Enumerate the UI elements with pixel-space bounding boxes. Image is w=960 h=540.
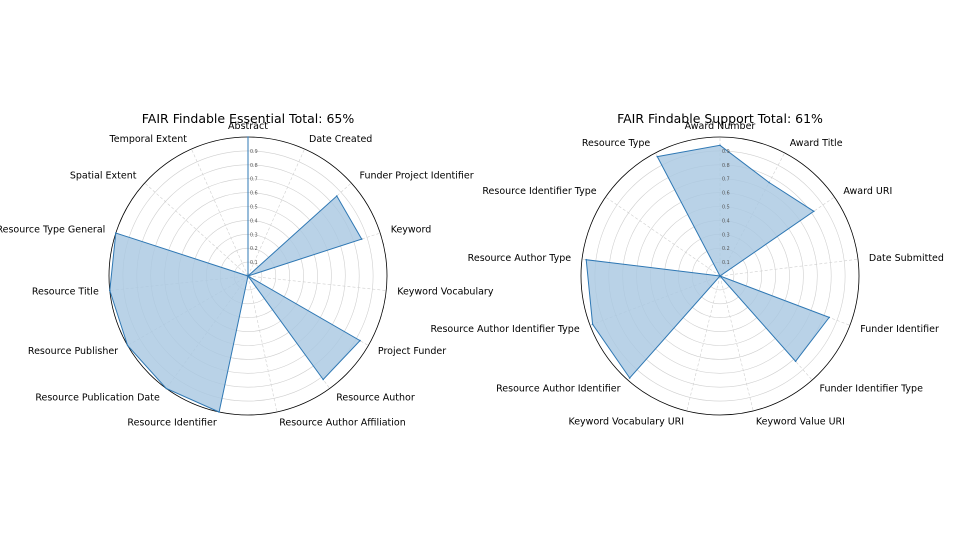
grid-spoke	[719, 196, 835, 277]
radial-tick-label: 0.9	[722, 149, 730, 155]
chart-title: FAIR Findable Essential Total: 65%	[142, 111, 355, 126]
grid-spoke	[719, 275, 754, 412]
radial-tick-label: 0.1	[250, 260, 258, 266]
category-label: Resource Author	[336, 392, 415, 403]
category-label: Keyword Vocabulary URI	[568, 417, 684, 428]
category-label: Resource Author Affiliation	[279, 418, 406, 429]
radial-tick-label: 0.8	[722, 163, 730, 169]
category-label: Funder Project Identifier	[360, 171, 474, 182]
category-label: Resource Author Identifier	[496, 383, 620, 394]
grid-spoke	[247, 275, 278, 413]
radial-tick-label: 0.1	[722, 260, 730, 266]
data-point	[115, 232, 117, 234]
grid-spoke	[686, 275, 721, 412]
grid-spoke	[719, 258, 859, 277]
data-point	[247, 136, 249, 138]
category-label: Keyword	[391, 225, 432, 236]
radial-tick-label: 0.4	[250, 218, 258, 224]
category-label: Keyword Vocabulary	[397, 287, 494, 298]
data-point	[218, 411, 220, 413]
data-point	[109, 289, 111, 292]
category-label: Funder Identifier Type	[820, 383, 924, 394]
data-point	[359, 339, 361, 342]
data-point	[585, 258, 587, 261]
grid-spoke	[719, 275, 813, 381]
category-label: Spatial Extent	[70, 171, 137, 182]
category-label: Date Submitted	[869, 253, 944, 264]
data-point	[656, 155, 659, 158]
category-label: Keyword Value URI	[756, 417, 845, 428]
data-point	[336, 195, 338, 197]
category-label: Project Funder	[378, 346, 446, 357]
category-label: Resource Author Type	[468, 253, 572, 264]
data-point	[813, 210, 815, 213]
category-label: Resource Identifier Type	[482, 186, 596, 197]
category-label: Funder Identifier	[860, 324, 939, 335]
radial-tick-label: 0.6	[250, 191, 258, 197]
grid-spoke	[247, 275, 387, 291]
data-point	[360, 238, 363, 240]
category-label: Abstract	[228, 121, 268, 132]
data-point	[628, 377, 631, 379]
data-point	[719, 275, 721, 277]
radar-chart-2: 0.1 0.2 0.3 0.4 0.5 0.6 0.7 0.8 0.9 Award Number A…	[430, 111, 943, 428]
category-label: Resource Identifier	[127, 418, 216, 429]
data-point	[165, 387, 168, 390]
category-label: Award Title	[790, 138, 843, 149]
radial-tick-label: 0.9	[250, 149, 258, 155]
radial-tick-label: 0.2	[722, 246, 730, 252]
radial-tick-label: 0.7	[722, 177, 730, 183]
data-point	[591, 323, 594, 326]
radial-tick-label: 0.5	[250, 205, 258, 211]
data-point	[247, 275, 249, 277]
category-label: Award Number	[685, 121, 756, 132]
category-label: Award URI	[843, 186, 892, 197]
data-point	[768, 181, 770, 184]
radar-chart-1: 0.1 0.2 0.3 0.4 0.5 0.6 0.7 0.8 0.9 Abstract Date …	[0, 111, 494, 429]
radial-tick-label: 0.3	[722, 232, 730, 238]
series-area	[585, 144, 831, 379]
radial-tick-label: 0.5	[722, 205, 730, 211]
radial-tick-label: 0.7	[250, 177, 258, 183]
polar-frame	[580, 136, 860, 416]
category-label: Date Created	[309, 134, 372, 145]
chart-title: FAIR Findable Support Total: 61%	[617, 111, 823, 126]
radial-tick-label: 0.8	[250, 163, 258, 169]
data-point	[322, 378, 325, 381]
grid-spoke	[191, 148, 249, 277]
radial-tick-label: 0.6	[722, 191, 730, 197]
category-label: Resource Type	[582, 138, 651, 149]
data-point	[126, 344, 129, 347]
data-point	[719, 144, 721, 147]
category-label: Resource Title	[32, 287, 99, 298]
grid-spoke	[719, 152, 785, 277]
category-label: Resource Author Identifier Type	[430, 324, 579, 335]
data-point	[794, 360, 797, 363]
category-label: Resource Publisher	[28, 346, 118, 357]
radial-tick-label: 0.4	[722, 218, 730, 224]
category-label: Resource Type General	[0, 225, 105, 236]
data-point	[828, 316, 830, 319]
category-label: Resource Publication Date	[35, 392, 160, 403]
category-label: Temporal Extent	[109, 134, 188, 145]
grid-spoke	[144, 182, 249, 277]
grid-spoke	[605, 196, 721, 277]
radial-tick-label: 0.3	[250, 232, 258, 238]
radial-tick-label: 0.2	[250, 246, 258, 252]
series-area	[109, 137, 363, 413]
grid-spoke	[247, 148, 305, 277]
